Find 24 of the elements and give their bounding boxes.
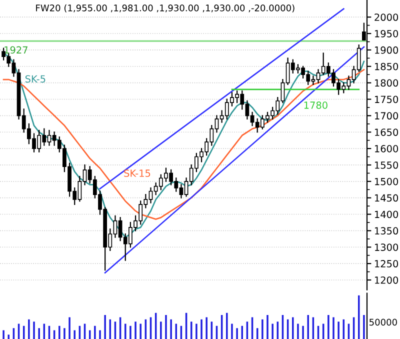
y-tick-label: 1550: [375, 161, 398, 169]
chart-title: FW20 (1,955.00 ,1,981.00 ,1,930.00 ,1,930.00 ,-20.0000): [36, 4, 294, 12]
series-label: 1780: [304, 102, 328, 109]
y-tick-label: 2000: [374, 14, 398, 21]
y-tick-label: 1850: [375, 62, 398, 70]
y-tick-label: 1400: [375, 210, 398, 218]
y-tick-label: 1450: [375, 194, 398, 202]
y-tick-label: 1650: [375, 128, 398, 136]
series-label: SK-15: [124, 170, 150, 177]
y-tick-label: 1200: [375, 276, 398, 284]
line-series: [2, 68, 365, 220]
y-tick-label: 1700: [375, 112, 398, 120]
y-tick-label: 1950: [375, 30, 398, 38]
y-tick-label: 1500: [375, 178, 398, 186]
ref-line-label: 1927: [4, 46, 28, 54]
y-tick-label: 1600: [375, 145, 398, 152]
y-tick-label: 1750: [375, 96, 398, 104]
y-tick-label: 1250: [375, 260, 398, 268]
y-tick-label: 1300: [375, 244, 398, 251]
y-tick-label: 1800: [375, 79, 398, 87]
text: 50000: [370, 318, 397, 326]
y-tick-label: 1900: [375, 46, 398, 54]
y-tick-label: 1350: [375, 227, 398, 235]
series-label: SK-5: [25, 75, 46, 83]
